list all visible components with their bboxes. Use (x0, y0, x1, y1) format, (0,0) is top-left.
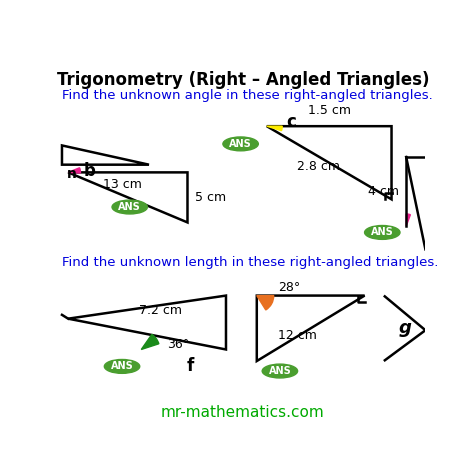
Text: 12 cm: 12 cm (278, 329, 317, 342)
Ellipse shape (365, 226, 400, 239)
Text: ANS: ANS (268, 366, 291, 376)
Ellipse shape (223, 137, 258, 151)
Text: 7.2 cm: 7.2 cm (139, 304, 182, 318)
Text: Find the unknown angle in these right-angled triangles.: Find the unknown angle in these right-an… (62, 89, 433, 102)
Text: 13 cm: 13 cm (102, 178, 141, 191)
Text: ANS: ANS (371, 228, 394, 237)
Text: n: n (66, 167, 76, 181)
Text: 36°: 36° (167, 337, 189, 351)
Text: f: f (186, 357, 193, 375)
Text: ANS: ANS (229, 139, 252, 149)
Wedge shape (257, 296, 273, 310)
Text: Find the unknown length in these right-angled triangles.: Find the unknown length in these right-a… (62, 255, 438, 269)
Text: g: g (399, 319, 412, 337)
Text: 5 cm: 5 cm (195, 191, 226, 204)
Wedge shape (141, 334, 159, 349)
Text: ANS: ANS (118, 202, 141, 212)
Text: Trigonometry (Right – Angled Triangles): Trigonometry (Right – Angled Triangles) (57, 71, 429, 89)
Ellipse shape (262, 364, 298, 378)
Text: 28°: 28° (278, 281, 301, 294)
Ellipse shape (112, 200, 147, 214)
Text: b: b (83, 162, 95, 180)
Text: 2.8 cm: 2.8 cm (297, 160, 340, 173)
Ellipse shape (104, 359, 140, 374)
Text: 4 cm: 4 cm (368, 185, 399, 198)
Text: ANS: ANS (110, 361, 133, 372)
Wedge shape (406, 214, 410, 226)
Wedge shape (267, 126, 282, 131)
Text: 1.5 cm: 1.5 cm (308, 104, 351, 117)
Wedge shape (68, 168, 81, 173)
Text: mr-mathematics.com: mr-mathematics.com (161, 405, 325, 420)
Text: c: c (286, 113, 296, 131)
